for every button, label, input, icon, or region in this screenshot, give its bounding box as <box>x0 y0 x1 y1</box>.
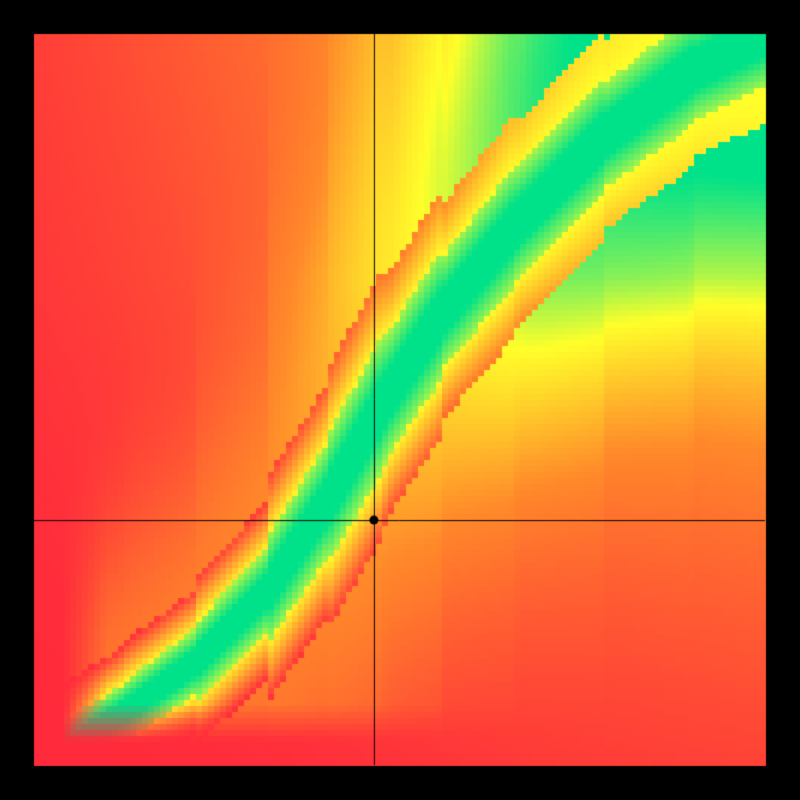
bottleneck-heatmap <box>0 0 800 800</box>
chart-container: TheBottleneck.com <box>0 0 800 800</box>
